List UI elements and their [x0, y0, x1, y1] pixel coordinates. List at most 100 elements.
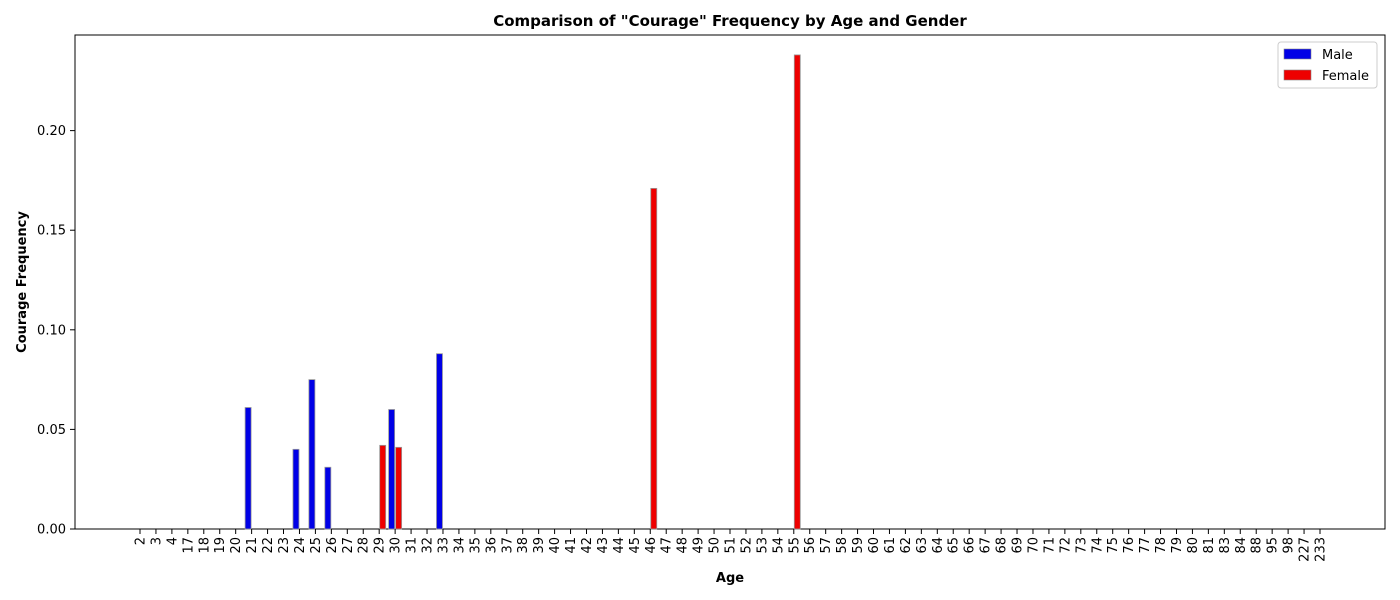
- x-tick-label: 3: [149, 537, 164, 545]
- x-tick-label: 46: [644, 537, 659, 554]
- x-tick-label: 233: [1314, 537, 1329, 562]
- x-tick-label: 33: [436, 537, 451, 554]
- x-tick-label: 75: [1106, 537, 1121, 554]
- x-tick-label: 60: [867, 537, 882, 554]
- x-tick-label: 32: [421, 537, 436, 554]
- legend-label-female: Female: [1322, 69, 1369, 84]
- x-tick-label: 42: [580, 537, 595, 554]
- x-tick-label: 95: [1266, 537, 1281, 554]
- bar-female-46: [650, 187, 658, 530]
- x-tick-label: 74: [1090, 537, 1105, 554]
- x-tick-label: 52: [739, 537, 754, 554]
- x-tick-label: 37: [500, 537, 515, 554]
- plot-frame: [74, 34, 1386, 530]
- x-tick-label: 76: [1122, 537, 1137, 554]
- x-tick-label: 98: [1282, 537, 1297, 554]
- x-tick-label: 26: [325, 537, 340, 554]
- legend-swatch-male: [1283, 48, 1312, 60]
- x-tick-label: 69: [1011, 537, 1026, 554]
- x-tick-label: 25: [309, 537, 324, 554]
- x-tick-label: 17: [181, 537, 196, 554]
- x-tick-label: 58: [835, 537, 850, 554]
- x-tick-label: 65: [947, 537, 962, 554]
- x-tick-label: 4: [165, 537, 180, 545]
- x-tick-label: 54: [771, 537, 786, 554]
- x-tick-label: 71: [1042, 537, 1057, 554]
- bars-group: [244, 54, 801, 530]
- x-tick-label: 30: [389, 537, 404, 554]
- bar-male-24: [292, 448, 300, 530]
- y-axis-label: Courage Frequency: [15, 211, 30, 353]
- bar-male-26: [324, 466, 332, 530]
- x-tick-label: 24: [293, 537, 308, 554]
- bar-male-25: [308, 379, 316, 530]
- x-tick-label: 62: [899, 537, 914, 554]
- x-tick-label: 64: [931, 537, 946, 554]
- x-tick-label: 43: [596, 537, 611, 554]
- x-tick-label: 35: [468, 537, 483, 554]
- x-tick-label: 78: [1154, 537, 1169, 554]
- x-tick-label: 18: [197, 537, 212, 554]
- bar-male-33: [436, 353, 443, 530]
- bar-female-30: [395, 446, 403, 530]
- y-tick-label: 0.20: [37, 124, 66, 139]
- x-tick-label: 44: [612, 537, 627, 554]
- legend-swatch-female: [1283, 69, 1312, 81]
- x-tick-label: 227: [1298, 537, 1313, 562]
- x-tick-label: 2: [134, 537, 149, 545]
- x-tick-label: 22: [261, 537, 276, 554]
- x-tick-label: 77: [1138, 537, 1153, 554]
- x-tick-label: 73: [1074, 537, 1089, 554]
- x-tick-label: 83: [1218, 537, 1233, 554]
- chart-title: Comparison of "Courage" Frequency by Age…: [493, 12, 967, 30]
- x-tick-label: 39: [532, 537, 547, 554]
- y-tick-label: 0.15: [37, 224, 66, 239]
- x-tick-label: 28: [357, 537, 372, 554]
- x-tick-label: 23: [277, 537, 292, 554]
- x-tick-label: 21: [245, 537, 260, 554]
- x-tick-label: 53: [755, 537, 770, 554]
- legend: Male Female: [1277, 41, 1378, 89]
- x-tick-label: 61: [883, 537, 898, 554]
- x-tick-label: 59: [851, 537, 866, 554]
- y-axis: 0.00 0.05 0.10 0.15 0.20: [37, 124, 75, 538]
- x-tick-label: 63: [915, 537, 930, 554]
- x-tick-label: 27: [341, 537, 356, 554]
- x-tick-label: 68: [995, 537, 1010, 554]
- x-tick-label: 49: [692, 537, 707, 554]
- x-tick-label: 40: [548, 537, 563, 554]
- bar-female-29: [379, 444, 387, 530]
- x-tick-label: 79: [1170, 537, 1185, 554]
- x-tick-label: 70: [1026, 537, 1041, 554]
- x-tick-label: 41: [564, 537, 579, 554]
- x-tick-label: 19: [213, 537, 228, 554]
- x-tick-label: 47: [660, 537, 675, 554]
- bar-male-21: [244, 407, 252, 530]
- x-tick-label: 45: [628, 537, 643, 554]
- x-tick-label: 38: [516, 537, 531, 554]
- x-tick-label: 51: [724, 537, 739, 554]
- y-tick-label: 0.10: [37, 323, 66, 338]
- x-tick-label: 56: [803, 537, 818, 554]
- x-tick-label: 80: [1186, 537, 1201, 554]
- y-tick-label: 0.05: [37, 423, 66, 438]
- x-tick-label: 67: [979, 537, 994, 554]
- y-tick-label: 0.00: [37, 523, 66, 538]
- bar-female-55: [793, 54, 801, 530]
- x-tick-label: 55: [787, 537, 802, 554]
- x-tick-label: 57: [819, 537, 834, 554]
- x-axis-label: Age: [716, 571, 744, 586]
- x-tick-label: 66: [963, 537, 978, 554]
- x-tick-label: 48: [676, 537, 691, 554]
- bar-male-30: [388, 409, 396, 530]
- x-tick-label: 84: [1234, 537, 1249, 554]
- x-tick-label: 20: [229, 537, 244, 554]
- x-axis: 2 3 4 17 18 19 20 21 22 23 24 25 26 27 28 29 30 31 32 33 34 3…: [134, 529, 1329, 562]
- x-tick-label: 34: [452, 537, 467, 554]
- x-tick-label: 29: [373, 537, 388, 554]
- x-tick-label: 36: [484, 537, 499, 554]
- legend-label-male: Male: [1322, 48, 1353, 63]
- x-tick-label: 31: [405, 537, 420, 554]
- x-tick-label: 50: [708, 537, 723, 554]
